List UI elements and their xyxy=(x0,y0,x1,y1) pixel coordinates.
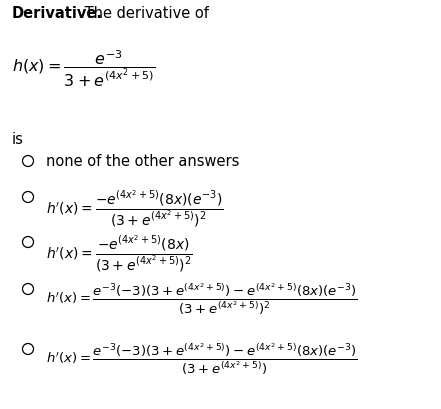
Text: $h(x) = \dfrac{e^{-3}}{3 + e^{(4x^2 + 5)}}$: $h(x) = \dfrac{e^{-3}}{3 + e^{(4x^2 + 5)… xyxy=(12,49,156,89)
Text: none of the other answers: none of the other answers xyxy=(46,153,239,169)
Text: $h'(x) = \dfrac{e^{-3}(-3)(3 + e^{(4x^2 + 5)})-e^{(4x^2 + 5)}(8x)(e^{-3})}{(3 + : $h'(x) = \dfrac{e^{-3}(-3)(3 + e^{(4x^2 … xyxy=(46,341,358,377)
Text: $h'(x) = \dfrac{-e^{(4x^2 + 5)}(8x)(e^{-3})}{(3 + e^{(4x^2 + 5)})^2}$: $h'(x) = \dfrac{-e^{(4x^2 + 5)}(8x)(e^{-… xyxy=(46,189,224,229)
Text: $h'(x) = \dfrac{-e^{(4x^2 + 5)}(8x)}{(3 + e^{(4x^2 + 5)})^2}$: $h'(x) = \dfrac{-e^{(4x^2 + 5)}(8x)}{(3 … xyxy=(46,234,193,274)
Text: is: is xyxy=(12,132,24,146)
Text: The derivative of: The derivative of xyxy=(80,7,209,22)
Text: Derivative.: Derivative. xyxy=(12,7,103,22)
Text: $h'(x) = \dfrac{e^{-3}(-3)(3 + e^{(4x^2 + 5)})-e^{(4x^2 + 5)}(8x)(e^{-3})}{(3 + : $h'(x) = \dfrac{e^{-3}(-3)(3 + e^{(4x^2 … xyxy=(46,281,358,317)
